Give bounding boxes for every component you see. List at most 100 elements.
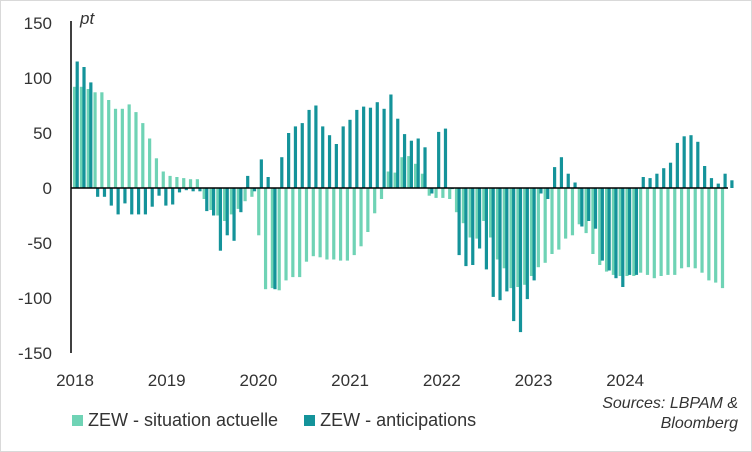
bar-situation-95 [720,188,725,289]
bar-anticipations-16 [184,188,188,191]
y-axis: 150 100 50 0 -50 -100 -150 [18,14,52,363]
bar-anticipations-86 [662,168,666,188]
bar-situation-24 [236,188,240,209]
x-tick-label: 2022 [423,371,461,390]
bar-situation-74 [577,188,581,225]
legend-label-situation: ZEW - situation actuelle [88,410,279,430]
bar-anticipations-67 [532,188,536,281]
bar-anticipations-54 [443,128,448,188]
bar-situation-4 [100,92,104,188]
bar-anticipations-87 [668,162,673,188]
bar-situation-11 [148,138,152,188]
bar-situation-70 [550,188,554,254]
bar-situation-62 [495,188,500,260]
bar-anticipations-57 [464,188,468,267]
bar-situation-40 [345,188,349,261]
bar-anticipations-77 [600,188,604,261]
bar-anticipations-5 [109,188,113,206]
bar-anticipations-25 [246,175,250,188]
bar-anticipations-0 [75,61,79,188]
bar-situation-65 [516,188,520,287]
bar-situation-50 [414,163,418,188]
bar-situation-23 [229,188,234,215]
bar-anticipations-70 [553,167,557,188]
bar-anticipations-35 [314,105,318,188]
bar-anticipations-22 [225,188,229,236]
bar-anticipations-60 [484,188,488,270]
bar-anticipations-18 [198,188,202,192]
y-tick-label: 100 [24,69,52,88]
bar-anticipations-8 [130,188,134,215]
bar-anticipations-29 [273,188,277,290]
bar-situation-47 [393,172,397,188]
bar-situation-94 [714,188,718,283]
bar-situation-49 [407,156,411,188]
bar-anticipations-17 [191,188,195,192]
bar-situation-54 [441,188,445,198]
bar-situation-10 [141,123,145,188]
bar-anticipations-88 [675,142,679,188]
x-tick-label: 2018 [56,371,94,390]
x-tick-label: 2023 [515,371,553,390]
bar-situation-29 [270,188,274,289]
bar-situation-45 [379,188,384,199]
bar-anticipations-7 [123,188,127,204]
bar-situation-25 [243,188,247,202]
bar-anticipations-4 [102,188,107,197]
x-tick-label: 2020 [239,371,277,390]
bar-situation-18 [195,179,199,188]
y-tick-label: -150 [18,344,52,363]
bar-anticipations-10 [143,188,147,215]
bar-situation-27 [257,188,261,236]
bar-anticipations-34 [307,109,311,188]
bar-situation-8 [127,104,131,188]
bar-situation-56 [454,188,459,213]
bar-situation-2 [86,89,90,188]
bar-situation-14 [168,175,172,188]
bar-situation-93 [707,188,711,281]
bar-situation-76 [591,188,595,254]
bar-anticipations-6 [116,188,120,215]
bar-situation-3 [93,92,97,188]
bar-situation-31 [284,188,288,281]
bar-situation-39 [338,188,343,261]
bar-anticipations-45 [382,108,386,188]
bar-anticipations-71 [559,157,564,188]
bar-anticipations-30 [280,157,284,188]
bar-anticipations-20 [212,188,216,216]
x-tick-label: 2019 [148,371,186,390]
bar-situation-0 [73,86,77,188]
bar-anticipations-68 [539,188,543,194]
bar-situation-46 [386,171,390,188]
bar-situation-84 [645,188,650,275]
bar-anticipations-26 [252,188,257,192]
bar-situation-20 [209,188,213,210]
bar-situation-58 [468,188,472,238]
bar-anticipations-15 [177,188,182,193]
bar-anticipations-1 [82,67,86,188]
bar-anticipations-41 [355,109,359,188]
bar-anticipations-51 [423,147,427,188]
bar-anticipations-82 [634,188,639,275]
bar-anticipations-73 [573,182,577,188]
bar-situation-38 [332,188,336,260]
bar-situation-55 [448,188,452,199]
bar-situation-16 [182,178,186,188]
bar-situation-26 [250,188,254,197]
bar-anticipations-69 [546,188,550,199]
bar-situation-32 [291,188,295,278]
bar-situation-82 [632,188,636,276]
bar-anticipations-84 [648,178,652,188]
bar-situation-87 [666,188,670,275]
bar-situation-19 [202,188,206,199]
bar-situation-42 [359,188,363,247]
bar-anticipations-59 [477,188,482,249]
y-tick-label: 0 [43,179,52,198]
bar-anticipations-23 [232,188,236,241]
bar-situation-30 [277,188,281,291]
bar-anticipations-24 [239,188,243,213]
bar-anticipations-74 [580,188,584,227]
bar-situation-12 [154,158,159,188]
bar-anticipations-33 [300,123,304,188]
